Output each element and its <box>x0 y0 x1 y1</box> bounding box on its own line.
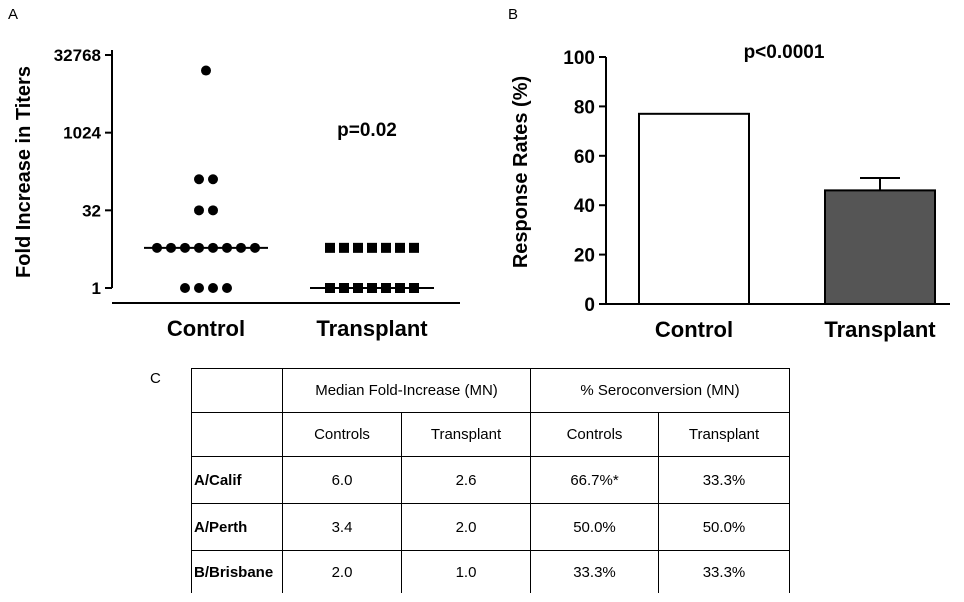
table-cell: 2.0 <box>282 550 402 593</box>
y-axis-title: Fold Increase in Titers <box>13 66 35 278</box>
table-cell: 2.0 <box>401 503 531 551</box>
bar <box>824 189 936 306</box>
bar <box>638 112 750 305</box>
table-cell: 3.4 <box>282 503 402 551</box>
y-tick-label: 100 <box>563 48 595 69</box>
p-value-annotation: p=0.02 <box>337 120 397 141</box>
table-cell: 1.0 <box>401 550 531 593</box>
bar-chart-response-rates: Response Rates (%) 0 20 40 60 80 100 Control T… <box>510 42 950 342</box>
table-cell: 50.0% <box>530 503 659 551</box>
group-header-seroconversion: % Seroconversion (MN) <box>530 368 790 413</box>
table-cell: 33.3% <box>658 550 790 593</box>
x-category-label: Control <box>167 316 245 341</box>
data-point <box>208 205 218 216</box>
results-table: Median Fold-Increase (MN) % Seroconversi… <box>191 368 790 593</box>
table-cell: 50.0% <box>658 503 790 551</box>
table-cell: 2.6 <box>401 456 531 504</box>
data-point <box>325 242 335 253</box>
sub-header: Transplant <box>658 412 790 457</box>
y-tick-label: 80 <box>574 97 595 118</box>
row-label: A/Perth <box>191 503 283 551</box>
panel-label-b: B <box>508 6 519 23</box>
x-category-label: Control <box>655 317 733 342</box>
scatter-chart-fold-increase: Fold Increase in Titers 1 32 1024 32768 Con… <box>13 46 460 341</box>
table-row: A/Calif 6.0 2.6 66.7%* 33.3% <box>191 456 790 504</box>
data-point <box>194 174 204 185</box>
y-tick-label: 0 <box>584 295 595 316</box>
data-point <box>222 283 232 293</box>
y-tick-label: 20 <box>574 246 595 267</box>
data-point <box>194 283 204 293</box>
table-cell: 33.3% <box>530 550 659 593</box>
table-cell: 66.7%* <box>530 456 659 504</box>
panel-label-c: C <box>150 370 161 387</box>
y-tick-label: 40 <box>574 196 595 217</box>
data-point <box>395 242 405 253</box>
y-tick-label: 32 <box>82 201 101 220</box>
data-point <box>180 283 190 293</box>
table-corner-cell <box>191 412 283 457</box>
data-point <box>208 283 218 293</box>
data-point <box>194 205 204 216</box>
sub-header: Controls <box>530 412 659 457</box>
x-category-label: Transplant <box>316 316 428 341</box>
p-value-annotation: p<0.0001 <box>744 42 825 63</box>
data-point <box>201 65 211 76</box>
x-category-label: Transplant <box>824 317 936 342</box>
data-point <box>208 174 218 185</box>
sub-header: Controls <box>282 412 402 457</box>
sub-header: Transplant <box>401 412 531 457</box>
data-point <box>409 242 419 253</box>
y-tick-label: 32768 <box>54 46 101 65</box>
data-point <box>353 242 363 253</box>
table-cell: 33.3% <box>658 456 790 504</box>
table-row: B/Brisbane 2.0 1.0 33.3% 33.3% <box>191 550 790 593</box>
y-axis-title: Response Rates (%) <box>510 76 532 268</box>
data-point <box>339 242 349 253</box>
y-tick-label: 1024 <box>63 124 101 143</box>
data-point <box>367 242 377 253</box>
y-tick-label: 1 <box>92 279 101 298</box>
table-cell: 6.0 <box>282 456 402 504</box>
row-label: A/Calif <box>191 456 283 504</box>
row-label: B/Brisbane <box>191 550 283 593</box>
panel-label-a: A <box>8 6 19 23</box>
data-point <box>381 242 391 253</box>
y-tick-label: 60 <box>574 147 595 168</box>
group-header-median-fold: Median Fold-Increase (MN) <box>282 368 531 413</box>
table-corner-cell <box>191 368 283 413</box>
table-row: A/Perth 3.4 2.0 50.0% 50.0% <box>191 503 790 551</box>
